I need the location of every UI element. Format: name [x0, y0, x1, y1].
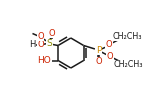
- Text: S: S: [46, 39, 52, 48]
- Text: P: P: [96, 46, 101, 55]
- Text: O: O: [37, 40, 44, 49]
- Text: O: O: [48, 28, 55, 37]
- Text: O: O: [106, 40, 113, 49]
- Text: H: H: [29, 40, 36, 49]
- Text: O: O: [95, 57, 102, 66]
- Text: CH₂CH₃: CH₂CH₃: [112, 32, 142, 41]
- Text: HO: HO: [37, 56, 51, 65]
- Text: O: O: [37, 32, 44, 41]
- Text: O: O: [107, 52, 113, 61]
- Text: CH₂CH₃: CH₂CH₃: [113, 60, 143, 69]
